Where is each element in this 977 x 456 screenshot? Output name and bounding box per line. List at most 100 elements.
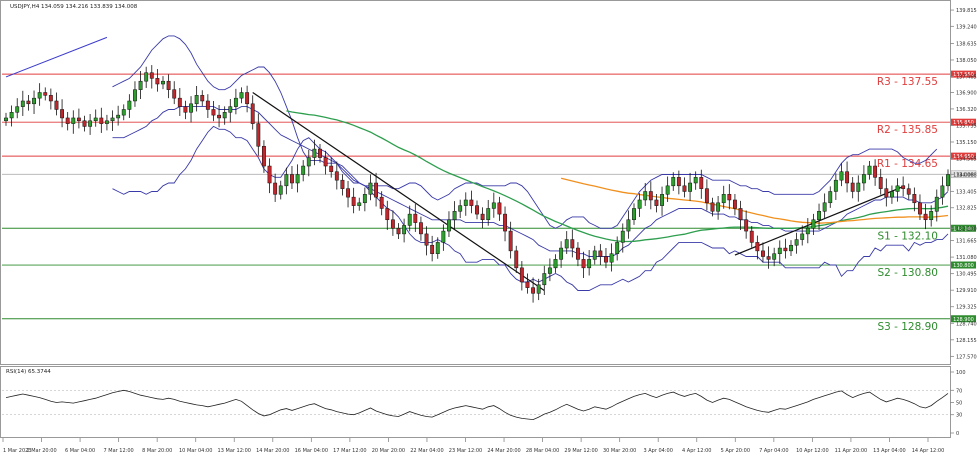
time-tick-label: 22 Mar 04:00 xyxy=(410,448,443,454)
candle-up xyxy=(889,191,894,198)
price-tick-label: 136.900 xyxy=(956,91,977,97)
price-tick-label: 135.150 xyxy=(956,140,977,146)
candle-down xyxy=(475,205,479,215)
rsi-tick-label: 0 xyxy=(956,431,959,437)
candle-up xyxy=(104,120,109,124)
price-tick-label: 138.635 xyxy=(956,41,977,47)
candle-up xyxy=(856,182,861,192)
time-tick-label: 8 Mar 20:00 xyxy=(142,448,172,454)
candle-down xyxy=(732,199,737,209)
candle-up xyxy=(929,211,934,221)
time-tick-label: 6 Mar 04:00 xyxy=(65,448,95,454)
time-tick-label: 13 Apr 04:00 xyxy=(873,448,906,454)
candle-down xyxy=(699,177,704,189)
candle-down xyxy=(155,78,160,85)
candle-up xyxy=(93,117,98,122)
time-tick-label: 4 Apr 12:00 xyxy=(682,448,711,454)
candle-up xyxy=(312,148,317,158)
time-tick-label: 7 Mar 12:00 xyxy=(104,448,134,454)
candle-up xyxy=(194,95,199,105)
candle-up xyxy=(9,112,14,119)
candle-up xyxy=(71,117,76,124)
candle-up xyxy=(637,199,642,209)
rsi-tick-label: 50 xyxy=(956,401,962,407)
candle-up xyxy=(116,114,121,119)
candle-up xyxy=(4,117,8,122)
level-label-r2: R2 - 135.85 xyxy=(877,124,938,136)
symbol-info: USDJPY,H4 134.059 134.216 133.839 134.00… xyxy=(10,4,138,10)
indicator-line-4 xyxy=(560,177,949,224)
candle-up xyxy=(811,219,816,229)
candle-up xyxy=(940,185,945,198)
trend-line-down xyxy=(252,92,545,291)
candle-down xyxy=(323,157,328,167)
candle-up xyxy=(239,92,244,99)
candle-up xyxy=(368,182,373,195)
candle-up xyxy=(716,202,721,212)
candle-down xyxy=(430,244,435,254)
price-tick-label: 132.825 xyxy=(956,206,977,212)
level-tag-r1 xyxy=(951,152,976,160)
time-tick-label: 3 Apr 04:00 xyxy=(643,448,672,454)
candle-down xyxy=(396,228,401,235)
candle-up xyxy=(458,205,463,212)
candle-up xyxy=(934,196,939,212)
candle-down xyxy=(76,117,81,122)
time-tick-label: 16 Mar 04:00 xyxy=(295,448,328,454)
candle-up xyxy=(895,185,900,192)
price-tick-label: 132.100 xyxy=(956,226,977,232)
price-tick-label: 134.008 xyxy=(956,172,977,178)
candle-up xyxy=(833,179,838,192)
price-pane xyxy=(0,0,951,365)
candle-up xyxy=(828,191,833,204)
candle-up xyxy=(278,185,283,195)
candle-down xyxy=(581,259,586,269)
level-label-r1: R1 - 134.65 xyxy=(877,158,938,170)
candle-down xyxy=(65,117,70,124)
time-tick-label: 10 Apr 12:00 xyxy=(796,448,829,454)
candle-down xyxy=(704,188,709,204)
level-tag-text-s1: 132.100 xyxy=(953,226,974,232)
candle-down xyxy=(413,213,418,223)
price-tick-label: 127.570 xyxy=(956,354,977,360)
level-tag-r2 xyxy=(951,118,976,126)
time-tick-label: 1 Mar 2023 xyxy=(3,448,32,454)
price-tick-label: 136.320 xyxy=(956,107,977,113)
candle-up xyxy=(222,112,227,119)
candle-up xyxy=(693,177,698,184)
time-tick-label: 24 Mar 20:00 xyxy=(487,448,520,454)
time-tick-label: 11 Apr 20:00 xyxy=(835,448,868,454)
candle-down xyxy=(514,250,519,269)
level-tag-s3 xyxy=(951,315,976,323)
candle-down xyxy=(217,114,222,119)
time-tick-label: 30 Mar 20:00 xyxy=(603,448,636,454)
candle-down xyxy=(290,174,294,184)
rsi-tick-label: 100 xyxy=(956,370,966,376)
axes: 139.815 139.240 138.635 138.050 137.465 136.9… xyxy=(2,8,977,454)
candle-down xyxy=(676,177,681,187)
candle-down xyxy=(256,123,261,147)
candle-down xyxy=(43,92,48,96)
time-tick-label: 2 Mar 20:00 xyxy=(26,448,56,454)
candle-up xyxy=(777,247,782,254)
candle-down xyxy=(850,182,855,192)
candle-up xyxy=(587,259,592,269)
candles xyxy=(4,65,950,303)
candle-down xyxy=(245,92,250,105)
current-price-tag-text: 134.008 xyxy=(953,172,974,178)
price-tick-label: 128.740 xyxy=(956,321,977,327)
candle-down xyxy=(318,148,322,158)
candle-up xyxy=(553,259,558,269)
level-tag-s1 xyxy=(951,224,976,232)
time-tick-label: 29 Mar 12:00 xyxy=(564,448,597,454)
candle-down xyxy=(604,256,608,263)
candle-up xyxy=(660,194,664,206)
level-label-s1: S1 - 132.10 xyxy=(877,230,938,242)
candle-down xyxy=(766,256,771,260)
candle-down xyxy=(351,196,356,206)
candle-down xyxy=(727,194,732,201)
candle-up xyxy=(615,242,620,254)
candle-up xyxy=(37,92,42,99)
candle-down xyxy=(250,103,255,124)
